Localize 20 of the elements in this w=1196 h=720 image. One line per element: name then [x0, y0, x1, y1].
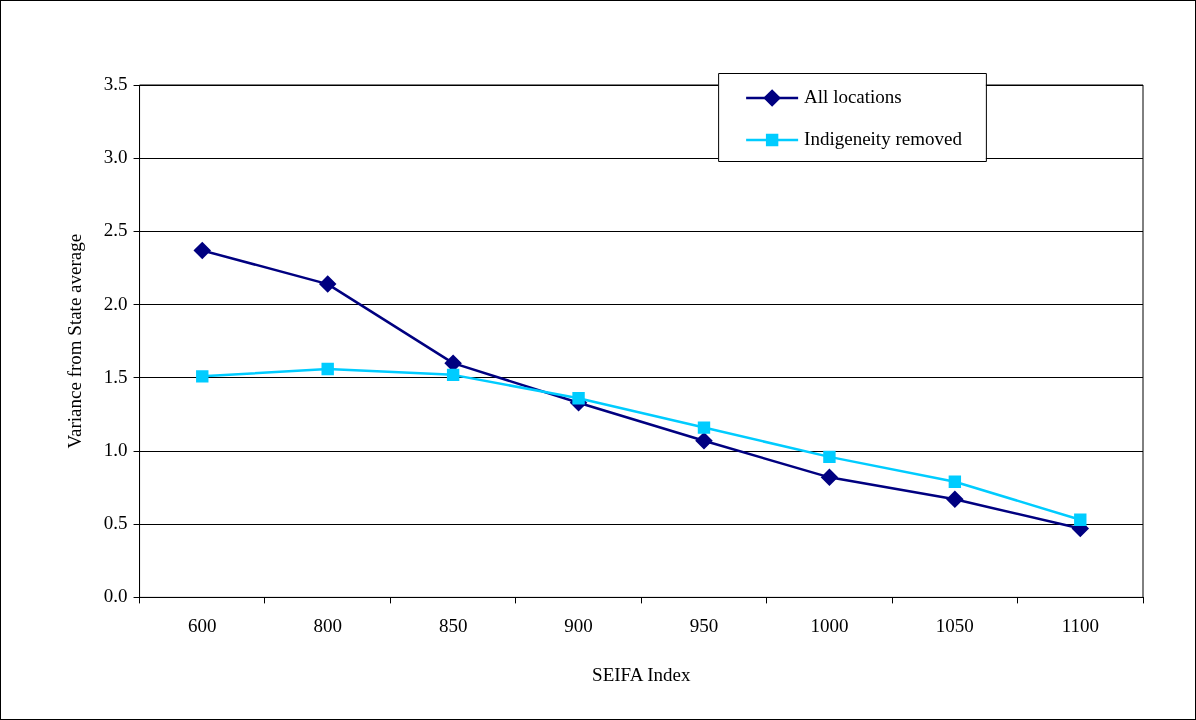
- y-tick-label: 3.0: [103, 146, 128, 168]
- x-tick-label: 850: [438, 614, 468, 636]
- legend-label: All locations: [804, 85, 902, 107]
- y-tick-label: 0.5: [103, 512, 128, 534]
- x-tick-label: 1000: [810, 614, 849, 636]
- x-tick-label: 900: [564, 614, 593, 636]
- x-tick-label: 1100: [1061, 614, 1099, 636]
- y-tick-label: 1.0: [103, 438, 128, 460]
- y-tick-label: 0.0: [103, 585, 128, 607]
- x-tick-label: 600: [188, 614, 217, 636]
- x-axis-title: SEIFA Index: [592, 663, 691, 685]
- x-tick-label: 800: [313, 614, 342, 636]
- y-tick-label: 1.5: [103, 365, 128, 387]
- y-axis-title: Variance from State average: [64, 233, 86, 449]
- x-tick-label: 1050: [935, 614, 974, 636]
- x-tick-label: 950: [689, 614, 719, 636]
- y-tick-label: 2.5: [103, 219, 128, 241]
- y-tick-label: 3.5: [103, 72, 128, 94]
- legend-label: Indigeneity removed: [804, 127, 963, 149]
- y-tick-label: 2.0: [103, 292, 128, 314]
